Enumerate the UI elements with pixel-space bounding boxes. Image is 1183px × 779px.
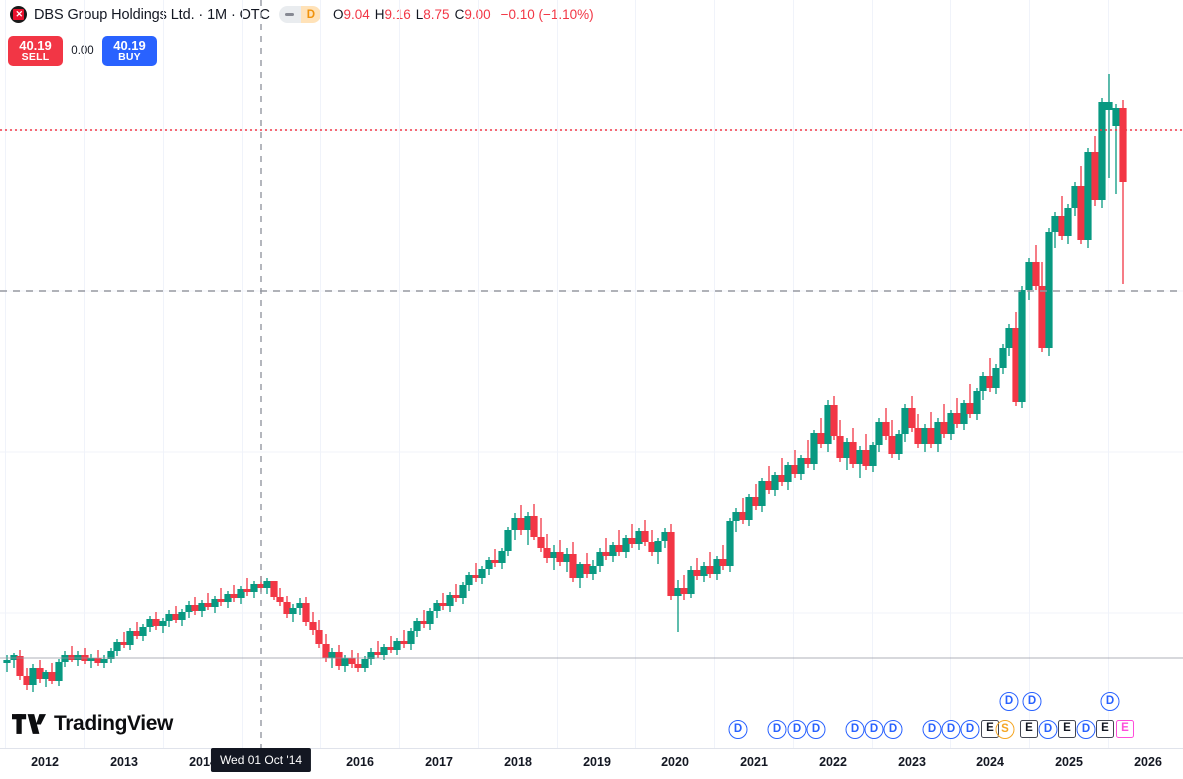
split-marker[interactable]: S — [995, 720, 1015, 739]
dividend-marker[interactable]: D — [960, 720, 980, 739]
low-key: L — [415, 7, 424, 22]
x-axis-label: 2022 — [819, 755, 847, 769]
ohlc-values: O9.04 H9.16 L8.75 C9.00 — [333, 7, 491, 22]
chart-plot-area[interactable] — [0, 0, 1183, 748]
sell-price: 40.19 — [19, 37, 52, 53]
dividend-marker[interactable]: D — [787, 720, 807, 739]
x-axis-label: 2013 — [110, 755, 138, 769]
close-value: 9.00 — [464, 7, 491, 22]
dividend-marker[interactable]: D — [1076, 720, 1096, 739]
sell-label: SELL — [21, 51, 50, 64]
dividend-marker[interactable]: D — [864, 720, 884, 739]
line-style-icon[interactable] — [278, 6, 301, 23]
x-axis-label: 2016 — [346, 755, 374, 769]
buy-price: 40.19 — [113, 37, 146, 53]
x-axis-label: 2020 — [661, 755, 689, 769]
x-axis-label: 2018 — [504, 755, 532, 769]
symbol-title[interactable]: DBS Group Holdings Ltd. · 1M · OTC — [34, 6, 270, 23]
dbs-logo-icon: ✕ — [10, 6, 27, 23]
dividend-marker[interactable]: D — [1022, 692, 1042, 711]
sell-button[interactable]: 40.19 SELL — [8, 36, 63, 66]
earnings-marker[interactable]: E — [1096, 720, 1114, 738]
dividend-marker[interactable]: D — [806, 720, 826, 739]
dividend-marker[interactable]: D — [999, 692, 1019, 711]
dividend-marker[interactable]: D — [941, 720, 961, 739]
dividend-toggle-badge[interactable]: D — [300, 6, 321, 23]
buy-label: BUY — [118, 51, 141, 64]
x-axis-label: 2017 — [425, 755, 453, 769]
high-value: 9.16 — [384, 7, 411, 22]
x-axis[interactable]: 2012201320142015201620172018201920202021… — [0, 748, 1183, 779]
change-value: −0.10 (−1.10%) — [500, 7, 594, 22]
x-axis-label: 2024 — [976, 755, 1004, 769]
dividend-marker[interactable]: D — [1100, 692, 1120, 711]
spread-value: 0.00 — [71, 45, 94, 57]
timeframe-toggle[interactable]: D — [278, 6, 321, 23]
open-key: O — [332, 7, 344, 22]
tradingview-wordmark: TradingView — [54, 712, 173, 735]
x-axis-label: 2026 — [1134, 755, 1162, 769]
earnings-marker[interactable]: E — [1116, 720, 1134, 738]
close-key: C — [454, 7, 465, 22]
x-axis-label: 2014 — [189, 755, 217, 769]
x-axis-label: 2023 — [898, 755, 926, 769]
low-value: 8.75 — [423, 7, 450, 22]
tradingview-logo-icon — [12, 714, 46, 734]
earnings-marker[interactable]: E — [1020, 720, 1038, 738]
tradingview-watermark: TradingView — [12, 712, 173, 736]
x-axis-label: 2012 — [31, 755, 59, 769]
dividend-marker[interactable]: D — [1038, 720, 1058, 739]
crosshair-date-tooltip: Wed 01 Oct '14 — [210, 748, 312, 772]
x-axis-label: 2019 — [583, 755, 611, 769]
dividend-marker[interactable]: D — [845, 720, 865, 739]
dividend-marker[interactable]: D — [922, 720, 942, 739]
dividend-marker[interactable]: D — [728, 720, 748, 739]
earnings-marker[interactable]: E — [1058, 720, 1076, 738]
earnings-marker[interactable]: E — [981, 720, 999, 738]
chart-legend: ✕ DBS Group Holdings Ltd. · 1M · OTC D O… — [10, 6, 594, 23]
candlestick-svg — [0, 0, 1183, 748]
dividend-marker[interactable]: D — [767, 720, 787, 739]
open-value: 9.04 — [343, 7, 370, 22]
dividend-marker[interactable]: D — [883, 720, 903, 739]
x-axis-label: 2021 — [740, 755, 768, 769]
buy-button[interactable]: 40.19 BUY — [102, 36, 157, 66]
trade-buttons: 40.19 SELL 0.00 40.19 BUY — [8, 36, 157, 66]
x-axis-label: 2025 — [1055, 755, 1083, 769]
high-key: H — [374, 7, 385, 22]
